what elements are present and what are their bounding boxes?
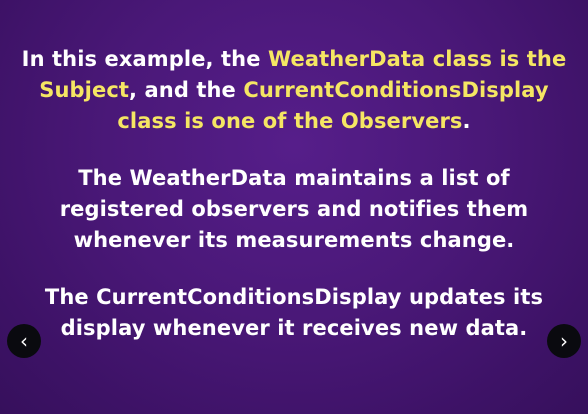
text-segment: In this example, the — [21, 47, 268, 71]
highlight-currentconditionsdisplay: CurrentConditionsDisplay — [243, 78, 549, 102]
text-segment: , and the — [129, 78, 244, 102]
paragraph-roles: In this example, the WeatherData class i… — [0, 44, 588, 137]
highlight-weatherdata-class: WeatherData class is the — [268, 47, 567, 71]
text-line: registered observers and notifies them — [59, 197, 529, 221]
chevron-right-icon: › — [560, 329, 568, 353]
paragraph-display: The CurrentConditionsDisplay updates its… — [0, 282, 588, 344]
previous-slide-button[interactable]: ‹ — [7, 324, 41, 358]
text-line: The WeatherData maintains a list of — [78, 166, 510, 190]
next-slide-button[interactable]: › — [547, 324, 581, 358]
highlight-observers: class is one of the Observers — [117, 109, 463, 133]
text-line: In this example, the WeatherData class i… — [0, 44, 588, 75]
text-line: The CurrentConditionsDisplay updates its — [44, 285, 544, 309]
slide-content: In this example, the WeatherData class i… — [0, 44, 588, 370]
text-segment: . — [462, 109, 471, 133]
highlight-subject: Subject — [39, 78, 130, 102]
text-line: display whenever it receives new data. — [60, 316, 528, 340]
text-line: whenever its measurements change. — [73, 228, 515, 252]
paragraph-weatherdata: The WeatherData maintains a list of regi… — [0, 163, 588, 256]
chevron-left-icon: ‹ — [20, 329, 28, 353]
text-line: class is one of the Observers. — [0, 106, 588, 137]
text-line: Subject, and the CurrentConditionsDispla… — [0, 75, 588, 106]
